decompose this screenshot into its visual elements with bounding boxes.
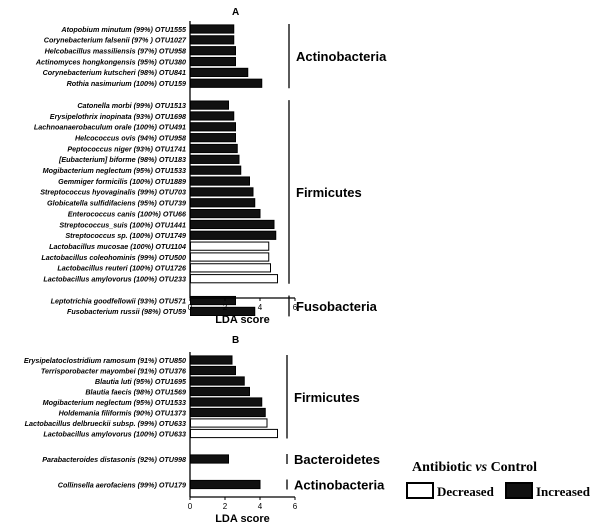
- lda-bar: [190, 198, 256, 208]
- x-tick-label: 2: [223, 502, 228, 511]
- legend-increased-swatch: [505, 482, 533, 499]
- lda-bar: [190, 209, 261, 219]
- taxon-label: Catonella morbi (99%) OTU1513: [77, 101, 186, 110]
- lda-bar: [190, 454, 229, 464]
- legend-decreased-label: Decreased: [437, 484, 494, 499]
- x-tick-label: 6: [293, 303, 298, 312]
- taxon-label: Leptotrichia goodfellowii (93%) OTU571: [51, 296, 186, 305]
- lda-bar: [190, 111, 235, 121]
- lda-bar: [190, 407, 266, 418]
- lda-bar: [190, 187, 254, 197]
- lda-bar: [190, 252, 270, 262]
- x-tick-label: 6: [293, 502, 298, 511]
- taxon-label: Lactobacillus reuteri (100%) OTU1726: [57, 264, 187, 273]
- lda-bar: [190, 306, 256, 316]
- taxon-label: Blautia luti (95%) OTU1695: [95, 377, 187, 386]
- taxon-label: Helcobacillus massiliensis (97%) OTU958: [45, 47, 186, 56]
- lda-bar: [190, 56, 236, 67]
- lda-bar: [190, 154, 240, 164]
- lda-bar: [190, 241, 270, 251]
- taxon-label: Streptococcus sp. (100%) OTU1749: [65, 231, 186, 240]
- taxon-label: Lactobacillus coleohominis (99%) OTU500: [41, 253, 186, 262]
- x-tick-label: 4: [258, 502, 263, 511]
- legend-title: Antibiotic vs Control: [412, 460, 537, 475]
- lda-bar: [190, 355, 233, 365]
- taxon-label: Lachnoanaerobaculum orale (100%) OTU491: [34, 123, 186, 132]
- group-name: Bacteroidetes: [294, 452, 380, 467]
- taxon-label: Collinsella aerofaciens (99%) OTU179: [58, 480, 186, 489]
- group-name: Actinobacteria: [296, 49, 387, 64]
- taxon-label: Mogibacterium neglectum (95%) OTU1533: [43, 398, 186, 407]
- lda-bar: [190, 122, 236, 132]
- taxon-label: Mogibacterium neglectum (95%) OTU1533: [43, 166, 186, 175]
- taxon-label: Rothia nasimurium (100%) OTU159: [67, 79, 186, 88]
- legend-decreased-swatch: [406, 482, 434, 499]
- lda-bar: [190, 386, 250, 397]
- x-axis-label: LDA score: [215, 314, 270, 326]
- taxon-label: Helcococcus ovis (94%) OTU958: [75, 133, 186, 142]
- lda-bar: [190, 143, 238, 154]
- lda-bar: [190, 230, 277, 240]
- legend-increased-label: Increased: [536, 484, 590, 499]
- taxon-label: Lactobacillus amylovorus (100%) OTU633: [43, 429, 186, 438]
- lda-bar: [190, 274, 278, 284]
- taxon-label: Corynebacterium kutscheri (98%) OTU841: [43, 68, 186, 77]
- x-axis-label: LDA score: [215, 513, 270, 525]
- lda-bar: [190, 365, 236, 376]
- x-tick-label: 0: [188, 502, 193, 511]
- taxon-label: Parabacteroides distasonis (92%) OTU998: [42, 455, 186, 464]
- taxon-label: Globicatella sulfidifaciens (95%) OTU739: [47, 199, 186, 208]
- lda-bar: [190, 78, 263, 88]
- taxon-label: Lactobacillus mucosae (100%) OTU1104: [49, 242, 186, 251]
- group-name: Fusobacteria: [296, 299, 378, 314]
- lda-bar: [190, 165, 242, 175]
- taxon-label: Lactobacillus delbrueckii subsp. (99%) O…: [25, 419, 186, 428]
- panel-label: A: [232, 7, 239, 18]
- x-tick-label: 0: [188, 303, 193, 312]
- lda-bar: [190, 219, 275, 230]
- taxon-label: Actinomyces hongkongensis (95%) OTU380: [35, 57, 186, 66]
- taxon-label: Streptococcus_suis (100%) OTU1441: [59, 220, 186, 229]
- taxon-label: [Eubacterium] biforme (98%) OTU183: [58, 155, 186, 164]
- lda-bar: [190, 479, 261, 490]
- taxon-label: Corynebacterium falsenii (97% ) OTU1027: [44, 36, 187, 45]
- taxon-label: Erysipelothrix inopinata (93%) OTU1698: [50, 112, 186, 121]
- taxon-label: Streptococcus hyovaginalis (99%) OTU703: [40, 188, 186, 197]
- lda-bar: [190, 133, 236, 143]
- lda-bar: [190, 176, 250, 186]
- taxon-label: Terrisporobacter mayombei (91%) OTU376: [41, 366, 187, 375]
- lda-bar: [190, 418, 268, 428]
- x-tick-label: 4: [258, 303, 263, 312]
- taxon-label: Fusobacterium russii (98%) OTU59: [67, 307, 186, 316]
- group-name: Firmicutes: [296, 185, 362, 200]
- x-tick-label: 2: [223, 303, 228, 312]
- lda-bar: [190, 24, 235, 34]
- lda-bar: [190, 35, 235, 45]
- lda-bar: [190, 46, 236, 56]
- taxon-label: Holdemania filiformis (90%) OTU1373: [59, 408, 186, 417]
- group-name: Actinobacteria: [294, 478, 385, 493]
- taxon-label: Erysipelatoclostridium ramosum (91%) OTU…: [24, 356, 186, 365]
- taxon-label: Atopobium minutum (99%) OTU1555: [60, 25, 187, 34]
- taxon-label: Lactobacillus amylovorus (100%) OTU233: [43, 275, 186, 284]
- taxon-label: Blautia faecis (98%) OTU1569: [85, 387, 186, 396]
- lda-bar: [190, 376, 245, 386]
- lda-bar: [190, 100, 229, 110]
- panel-label: B: [232, 335, 239, 346]
- lda-bar: [190, 263, 271, 273]
- taxon-label: Peptococcus niger (93%) OTU1741: [67, 144, 186, 153]
- lda-bar: [190, 428, 278, 439]
- lda-bar: [190, 67, 249, 78]
- taxon-label: Enterococcus canis (100%) OTU66: [68, 209, 187, 218]
- taxon-label: Gemmiger formicilis (100%) OTU1889: [58, 177, 186, 186]
- lda-bar: [190, 397, 263, 407]
- group-name: Firmicutes: [294, 390, 360, 405]
